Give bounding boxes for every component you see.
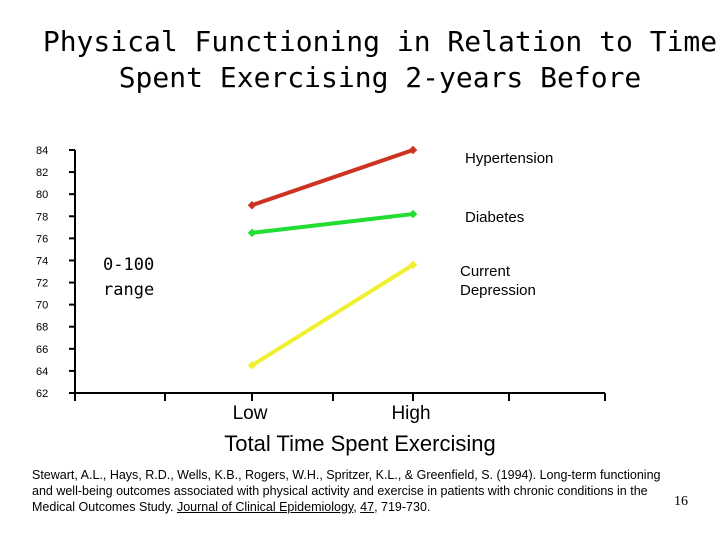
title-line-1: Physical Functioning in Relation to Time — [42, 25, 718, 58]
data-point — [247, 200, 257, 210]
citation-sep: , — [353, 500, 361, 514]
series-current-depression: Current Depression — [247, 260, 536, 370]
citation-journal: Journal of Clinical Epidemiology — [176, 500, 354, 514]
y-tick-label: 72 — [36, 278, 48, 290]
x-axis-label: Total Time Spent Exercising — [224, 431, 495, 456]
series-label-line: Hypertension — [465, 150, 553, 167]
y-tick-label: 76 — [36, 233, 48, 245]
y-tick-label: 82 — [36, 167, 48, 179]
data-point — [408, 260, 418, 270]
series-hypertension: Hypertension — [247, 145, 553, 210]
y-tick-label: 66 — [36, 344, 48, 356]
data-point — [247, 361, 257, 370]
annotation-line: 0-100 — [103, 255, 154, 275]
data-point — [247, 228, 257, 238]
citation-pages: , 719-730. — [374, 500, 431, 514]
chart-title: Physical Functioning in Relation to Time… — [40, 24, 720, 96]
series-line — [250, 263, 415, 368]
y-tick-label: 78 — [36, 211, 48, 223]
series-line — [251, 212, 414, 235]
y-tick-label: 62 — [36, 388, 48, 400]
x-tick-label: High — [391, 403, 430, 424]
data-point — [408, 145, 418, 155]
citation-volume: 47 — [360, 500, 375, 514]
slide-number: 16 — [674, 494, 688, 509]
series-label: Hypertension — [465, 150, 553, 167]
title-line-2: Spent Exercising 2-years Before — [118, 61, 642, 94]
series-label-line: Current — [460, 263, 511, 280]
citation-text: Stewart, A.L., Hays, R.D., Wells, K.B., … — [32, 468, 661, 514]
series-label: Current Depression — [460, 263, 536, 299]
range-annotation: 0-100 range — [103, 255, 154, 300]
axes — [74, 150, 605, 394]
y-tick-label: 80 — [36, 189, 48, 201]
citation: Stewart, A.L., Hays, R.D., Wells, K.B., … — [32, 467, 672, 515]
series-group: Hypertension Diabetes Current Depression — [247, 145, 553, 370]
y-tick-label: 84 — [36, 145, 48, 157]
series-label-line: Diabetes — [465, 209, 524, 226]
y-tick-label: 70 — [36, 300, 48, 312]
x-axis-ticks: Low High — [74, 393, 606, 424]
series-line — [251, 148, 414, 208]
y-tick-label: 74 — [36, 255, 48, 267]
annotation-line: range — [103, 280, 154, 300]
x-tick-label: Low — [233, 403, 268, 424]
series-label: Diabetes — [465, 209, 524, 226]
series-diabetes: Diabetes — [247, 209, 524, 238]
data-point — [408, 209, 418, 219]
y-tick-label: 64 — [36, 366, 48, 378]
y-tick-label: 68 — [36, 322, 48, 334]
series-label-line: Depression — [460, 282, 536, 299]
y-axis-ticks: 84 82 80 78 76 74 72 70 68 66 64 62 — [36, 145, 75, 400]
